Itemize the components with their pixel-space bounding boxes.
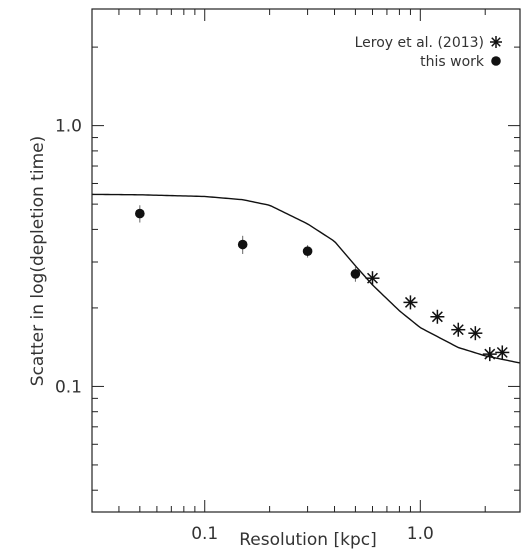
asterisk-stroke	[452, 324, 464, 336]
asterisk-stroke	[367, 272, 378, 284]
model-curve	[91, 193, 521, 364]
y-tick-label: 1.0	[55, 117, 82, 137]
tick-labels: 0.1 1.0 0.1 1.0	[55, 117, 434, 544]
axis-ticks	[91, 9, 520, 512]
this-work-point	[302, 246, 313, 256]
x-tick-label: 0.1	[191, 524, 218, 544]
legend-marker-asterisk	[490, 36, 502, 48]
leroy-point	[495, 345, 510, 360]
plot-frame	[91, 8, 521, 513]
y-tick-label: 0.1	[55, 377, 82, 397]
asterisk-stroke	[484, 348, 496, 360]
asterisk-stroke	[496, 346, 508, 358]
x-tick-label: 1.0	[407, 524, 434, 544]
this-work-point	[135, 208, 145, 219]
y-axis-label: Scatter in log(depletion time)	[28, 136, 48, 386]
legend-label: Leroy et al. (2013)	[355, 35, 484, 51]
x-axis-label: Resolution [kpc]	[239, 530, 376, 550]
leroy-point	[482, 347, 497, 362]
leroy-point	[365, 271, 380, 286]
asterisk-stroke	[491, 37, 501, 47]
leroy-point	[451, 322, 466, 337]
legend: Leroy et al. (2013) this work	[355, 35, 502, 70]
this-work-point	[237, 239, 248, 250]
legend-marker-circle	[491, 56, 501, 66]
leroy-point	[430, 309, 445, 324]
asterisk-stroke	[469, 327, 481, 339]
data-points	[135, 205, 510, 362]
leroy-point	[403, 295, 418, 310]
this-work-point	[350, 269, 361, 279]
leroy-point	[468, 326, 483, 341]
asterisk-stroke	[404, 296, 416, 308]
legend-label: this work	[420, 54, 485, 70]
asterisk-stroke	[431, 311, 443, 323]
